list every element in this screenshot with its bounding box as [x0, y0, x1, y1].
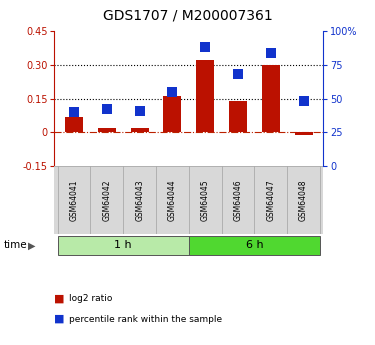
- Bar: [58, 236, 189, 255]
- Bar: [130, 128, 148, 132]
- Bar: [229, 101, 247, 132]
- Bar: [262, 65, 280, 132]
- Point: [202, 45, 208, 50]
- Text: 1 h: 1 h: [114, 240, 132, 250]
- Bar: [65, 117, 83, 132]
- Text: ▶: ▶: [28, 240, 36, 250]
- Text: GSM64046: GSM64046: [234, 179, 243, 221]
- Text: log2 ratio: log2 ratio: [69, 294, 113, 303]
- Bar: [164, 96, 182, 132]
- Text: GSM64048: GSM64048: [299, 179, 308, 221]
- Point: [170, 89, 176, 95]
- Text: GSM64041: GSM64041: [69, 179, 78, 221]
- Text: percentile rank within the sample: percentile rank within the sample: [69, 315, 222, 324]
- Text: GSM64043: GSM64043: [135, 179, 144, 221]
- Bar: [189, 236, 320, 255]
- Text: GSM64044: GSM64044: [168, 179, 177, 221]
- Bar: [98, 128, 116, 132]
- Point: [104, 107, 110, 112]
- Text: ■: ■: [54, 314, 65, 324]
- Text: time: time: [4, 240, 27, 250]
- Text: GSM64047: GSM64047: [266, 179, 275, 221]
- Point: [71, 109, 77, 115]
- Point: [136, 108, 142, 114]
- Text: GSM64045: GSM64045: [201, 179, 210, 221]
- Text: GSM64042: GSM64042: [102, 179, 111, 221]
- Text: ■: ■: [54, 294, 65, 303]
- Point: [301, 99, 307, 104]
- Point: [235, 71, 241, 77]
- Bar: [196, 60, 214, 132]
- Text: 6 h: 6 h: [246, 240, 263, 250]
- Text: GDS1707 / M200007361: GDS1707 / M200007361: [103, 9, 272, 23]
- Point: [268, 50, 274, 56]
- Bar: [294, 132, 313, 135]
